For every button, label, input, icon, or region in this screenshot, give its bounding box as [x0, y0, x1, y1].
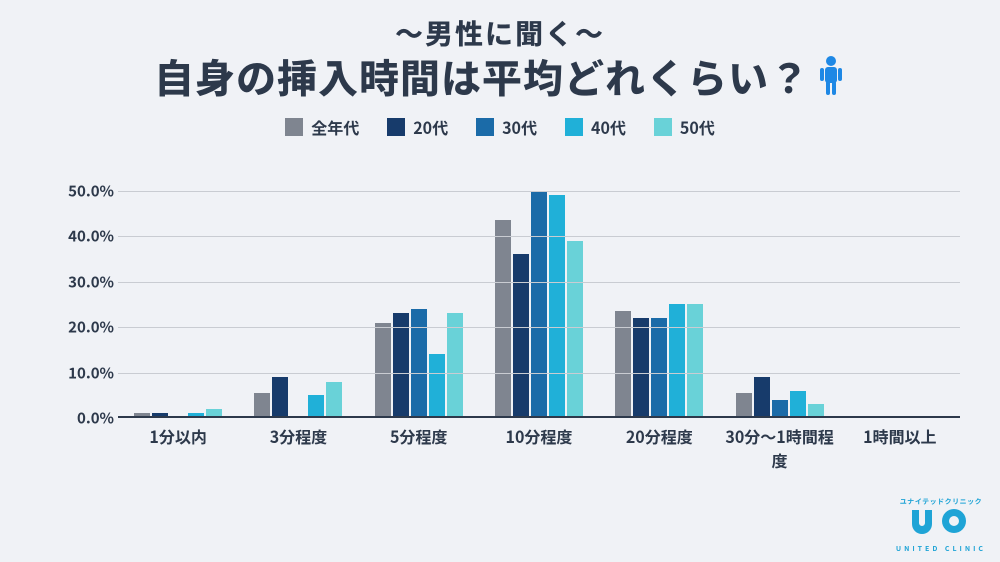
bar: [272, 377, 288, 418]
logo-icon: [896, 508, 986, 543]
x-tick-label: 1分以内: [118, 418, 238, 448]
bar: [308, 395, 324, 418]
bar: [567, 241, 583, 418]
x-axis-labels: 1分以内3分程度5分程度10分程度20分程度30分～1時間程度1時間以上: [118, 418, 960, 448]
bar: [687, 304, 703, 418]
bar: [736, 393, 752, 418]
legend: 全年代 20代 30代 40代 50代: [0, 115, 1000, 139]
gridline: [118, 282, 960, 283]
bar-group: [359, 168, 479, 418]
legend-item: 50代: [654, 115, 715, 139]
x-tick-label: 20分程度: [599, 418, 719, 448]
legend-label: 40代: [591, 115, 626, 139]
x-tick-label: 5分程度: [359, 418, 479, 448]
bar-group: [840, 168, 960, 418]
legend-swatch: [565, 118, 583, 136]
legend-item: 20代: [387, 115, 448, 139]
legend-label: 30代: [502, 115, 537, 139]
bar-group: [118, 168, 238, 418]
legend-swatch: [476, 118, 494, 136]
logo-bottom-text: UNITED CLINIC: [896, 544, 986, 554]
gridline: [118, 191, 960, 192]
bar: [411, 309, 427, 418]
bar: [790, 391, 806, 418]
bar: [447, 313, 463, 418]
bar: [393, 313, 409, 418]
legend-item: 全年代: [285, 115, 359, 139]
bar-group: [719, 168, 839, 418]
bar-group: [238, 168, 358, 418]
x-tick-label: 10分程度: [479, 418, 599, 448]
brand-logo: ユナイテッドクリニック UNITED CLINIC: [896, 497, 986, 554]
legend-item: 40代: [565, 115, 626, 139]
bar-chart: 1分以内3分程度5分程度10分程度20分程度30分～1時間程度1時間以上 0.0…: [60, 168, 960, 448]
bar: [531, 191, 547, 418]
bar: [669, 304, 685, 418]
x-tick-label: 3分程度: [238, 418, 358, 448]
legend-label: 全年代: [311, 115, 359, 139]
legend-label: 20代: [413, 115, 448, 139]
legend-item: 30代: [476, 115, 537, 139]
person-icon: [816, 55, 846, 97]
bar: [754, 377, 770, 418]
gridline: [118, 373, 960, 374]
bar-group: [479, 168, 599, 418]
plot-area: [118, 168, 960, 418]
legend-swatch: [654, 118, 672, 136]
y-tick-label: 20.0%: [60, 317, 114, 338]
bar: [651, 318, 667, 418]
bar-group: [599, 168, 719, 418]
bar: [549, 195, 565, 418]
bar: [495, 220, 511, 418]
title-block: ～男性に聞く～ 自身の挿入時間は平均どれくらい？: [0, 0, 1000, 101]
x-tick-label: 1時間以上: [840, 418, 960, 448]
logo-top-text: ユナイテッドクリニック: [896, 497, 986, 507]
bar: [254, 393, 270, 418]
title-row: 自身の挿入時間は平均どれくらい？: [0, 51, 1000, 101]
bar: [513, 254, 529, 418]
bar: [326, 382, 342, 418]
subtitle: ～男性に聞く～: [0, 16, 1000, 51]
y-tick-label: 40.0%: [60, 226, 114, 247]
bar: [375, 323, 391, 418]
legend-swatch: [285, 118, 303, 136]
y-tick-label: 0.0%: [60, 408, 114, 429]
bar-groups: [118, 168, 960, 418]
gridline: [118, 236, 960, 237]
gridline: [118, 327, 960, 328]
main-title: 自身の挿入時間は平均どれくらい？: [154, 51, 810, 101]
y-tick-label: 10.0%: [60, 362, 114, 383]
bar: [429, 354, 445, 418]
bar: [633, 318, 649, 418]
x-tick-label: 30分～1時間程度: [719, 418, 839, 448]
y-tick-label: 30.0%: [60, 271, 114, 292]
y-tick-label: 50.0%: [60, 180, 114, 201]
legend-swatch: [387, 118, 405, 136]
legend-label: 50代: [680, 115, 715, 139]
